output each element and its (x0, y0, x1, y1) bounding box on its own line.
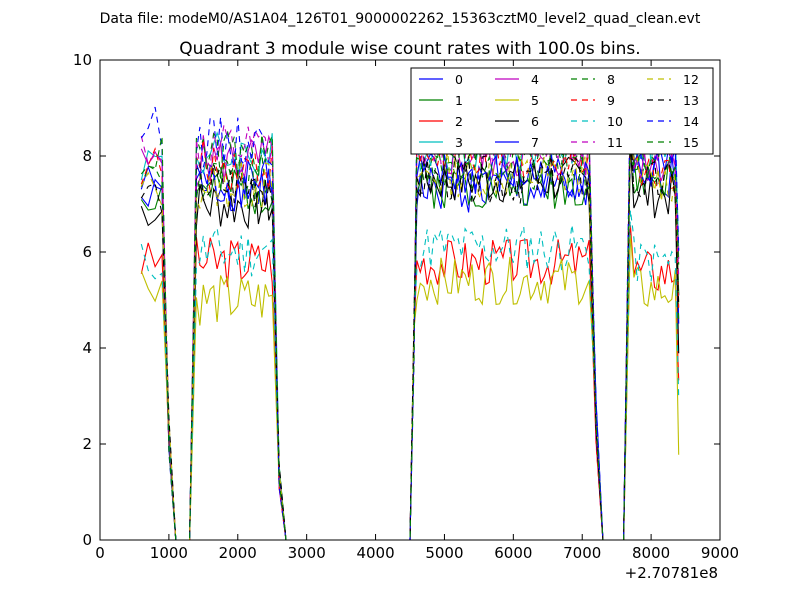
legend-label-12: 12 (683, 72, 699, 87)
series-line-12 (140, 141, 680, 540)
legend-label-6: 6 (531, 114, 539, 129)
legend-label-15: 15 (683, 135, 699, 150)
x-tick-label: 4000 (356, 544, 394, 562)
y-tick-label: 0 (82, 531, 92, 549)
legend-label-10: 10 (607, 114, 623, 129)
legend-label-11: 11 (607, 135, 623, 150)
legend-label-0: 0 (455, 72, 463, 87)
x-tick-label: 9000 (701, 544, 739, 562)
chart-title: Quadrant 3 module wise count rates with … (179, 39, 640, 59)
y-tick-label: 10 (73, 51, 92, 69)
legend-label-1: 1 (455, 93, 463, 108)
x-tick-label: 2000 (219, 544, 257, 562)
legend-label-4: 4 (531, 72, 539, 87)
legend-label-7: 7 (531, 135, 539, 150)
x-tick-label: 6000 (494, 544, 532, 562)
legend-label-2: 2 (455, 114, 463, 129)
legend-label-14: 14 (683, 114, 699, 129)
legend-label-8: 8 (607, 72, 615, 87)
y-tick-label: 6 (82, 243, 92, 261)
y-tick-label: 8 (82, 147, 92, 165)
x-tick-label: 7000 (563, 544, 601, 562)
x-tick-label: 1000 (150, 544, 188, 562)
x-tick-label: 5000 (425, 544, 463, 562)
legend-label-3: 3 (455, 135, 463, 150)
x-offset-label: +2.70781e8 (625, 564, 718, 582)
legend-label-13: 13 (683, 93, 699, 108)
legend-label-9: 9 (607, 93, 615, 108)
legend-label-5: 5 (531, 93, 539, 108)
series-line-15 (140, 108, 680, 540)
plot-frame (99, 59, 721, 541)
legend-box (410, 67, 714, 155)
x-tick-label: 3000 (288, 544, 326, 562)
y-tick-label: 2 (82, 435, 92, 453)
data-file-suptitle: Data file: modeM0/AS1A04_126T01_90000022… (100, 11, 701, 27)
x-tick-label: 8000 (632, 544, 670, 562)
y-tick-label: 4 (82, 339, 92, 357)
axes-layer: 0 1000 2000 3000 4000 5000 6000 7000 8000 9000 0 2 4… (73, 51, 739, 562)
x-tick-label: 0 (95, 544, 105, 562)
